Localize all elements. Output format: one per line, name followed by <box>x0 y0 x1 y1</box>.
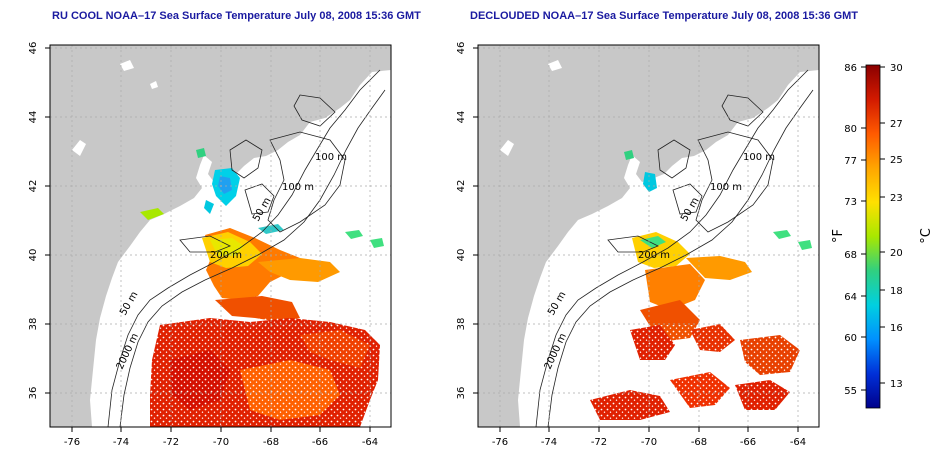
right-y-tick-label: 36 <box>456 387 467 400</box>
celsius-label: °C <box>919 228 934 244</box>
right-y-tick-label: 42 <box>456 180 467 193</box>
right-sst-data <box>580 150 812 427</box>
left-y-tick-label: 36 <box>28 387 39 400</box>
left-x-tick-label: -72 <box>163 437 179 448</box>
left-y-tick-label: 40 <box>28 249 39 262</box>
colorbar-c-tick: 18 <box>890 286 903 297</box>
left-contour-label: 200 m <box>210 250 242 261</box>
colorbar-f-tick: 60 <box>844 333 857 344</box>
colorbar-c-tick: 27 <box>890 119 903 130</box>
colorbar-f-tick: 68 <box>844 250 857 261</box>
colorbar-f-tick: 64 <box>844 292 857 303</box>
left-x-tick-label: -68 <box>263 437 279 448</box>
colorbar-f-tick: 80 <box>844 124 857 135</box>
left-y-tick-label: 42 <box>28 180 39 193</box>
colorbar-c-tick: 23 <box>890 193 903 204</box>
right-x-tick-label: -66 <box>740 437 756 448</box>
right-x-tick-label: -72 <box>591 437 607 448</box>
left-y-tick-label: 38 <box>28 318 39 331</box>
left-x-tick-label: -76 <box>64 437 80 448</box>
colorbar-f-tick: 55 <box>844 386 857 397</box>
right-land <box>478 45 819 427</box>
left-y-tick-label: 44 <box>28 111 39 124</box>
colorbar-c-tick: 25 <box>890 155 903 166</box>
colorbar-c-tick: 13 <box>890 379 903 390</box>
left-x-tick-label: -66 <box>312 437 328 448</box>
right-x-tick-label: -76 <box>492 437 508 448</box>
right-x-tick-label: -70 <box>641 437 657 448</box>
right-y-tick-label: 44 <box>456 111 467 124</box>
right-panel-title: DECLOUDED NOAA–17 Sea Surface Temperatur… <box>470 10 859 22</box>
right-x-tick-label: -68 <box>691 437 707 448</box>
colorbar-f-tick: 86 <box>844 63 857 74</box>
right-contour-label: 200 m <box>638 250 670 261</box>
left-contour-label: 100 m <box>315 152 347 163</box>
colorbar-f-tick: 77 <box>844 156 857 167</box>
left-land <box>50 45 391 427</box>
fahrenheit-label: °F <box>831 229 846 243</box>
colorbar-c-tick: 30 <box>890 63 903 74</box>
left-x-tick-label: -64 <box>362 437 378 448</box>
colorbar-bar <box>865 64 881 409</box>
right-y-tick-label: 38 <box>456 318 467 331</box>
right-gridlines <box>478 45 819 427</box>
right-x-tick-label: -64 <box>790 437 806 448</box>
left-map-panel: 100 m 100 m 50 m 200 m 50 m 2000 m -76 -… <box>28 42 392 448</box>
right-y-tick-label: 46 <box>456 42 467 55</box>
right-y-tick-label: 40 <box>456 249 467 262</box>
temperature-colorbar: 86 80 77 73 68 64 60 55 30 27 25 23 20 1… <box>831 63 934 409</box>
left-panel-title: RU COOL NOAA–17 Sea Surface Temperature … <box>52 10 421 22</box>
right-map-panel: 100 m 100 m 50 m 200 m 50 m 2000 m -76 -… <box>456 42 820 448</box>
left-sst-data <box>140 148 384 427</box>
left-x-tick-label: -70 <box>213 437 229 448</box>
colorbar-c-tick: 20 <box>890 248 903 259</box>
left-gridlines <box>50 45 391 427</box>
right-contour-label: 100 m <box>710 182 742 193</box>
colorbar-f-tick: 73 <box>844 197 857 208</box>
right-contours <box>535 69 814 427</box>
right-contour-label: 100 m <box>743 152 775 163</box>
right-x-tick-label: -74 <box>541 437 557 448</box>
left-contour-label: 100 m <box>282 182 314 193</box>
left-y-tick-label: 46 <box>28 42 39 55</box>
left-x-tick-label: -74 <box>113 437 129 448</box>
colorbar-c-tick: 16 <box>890 323 903 334</box>
